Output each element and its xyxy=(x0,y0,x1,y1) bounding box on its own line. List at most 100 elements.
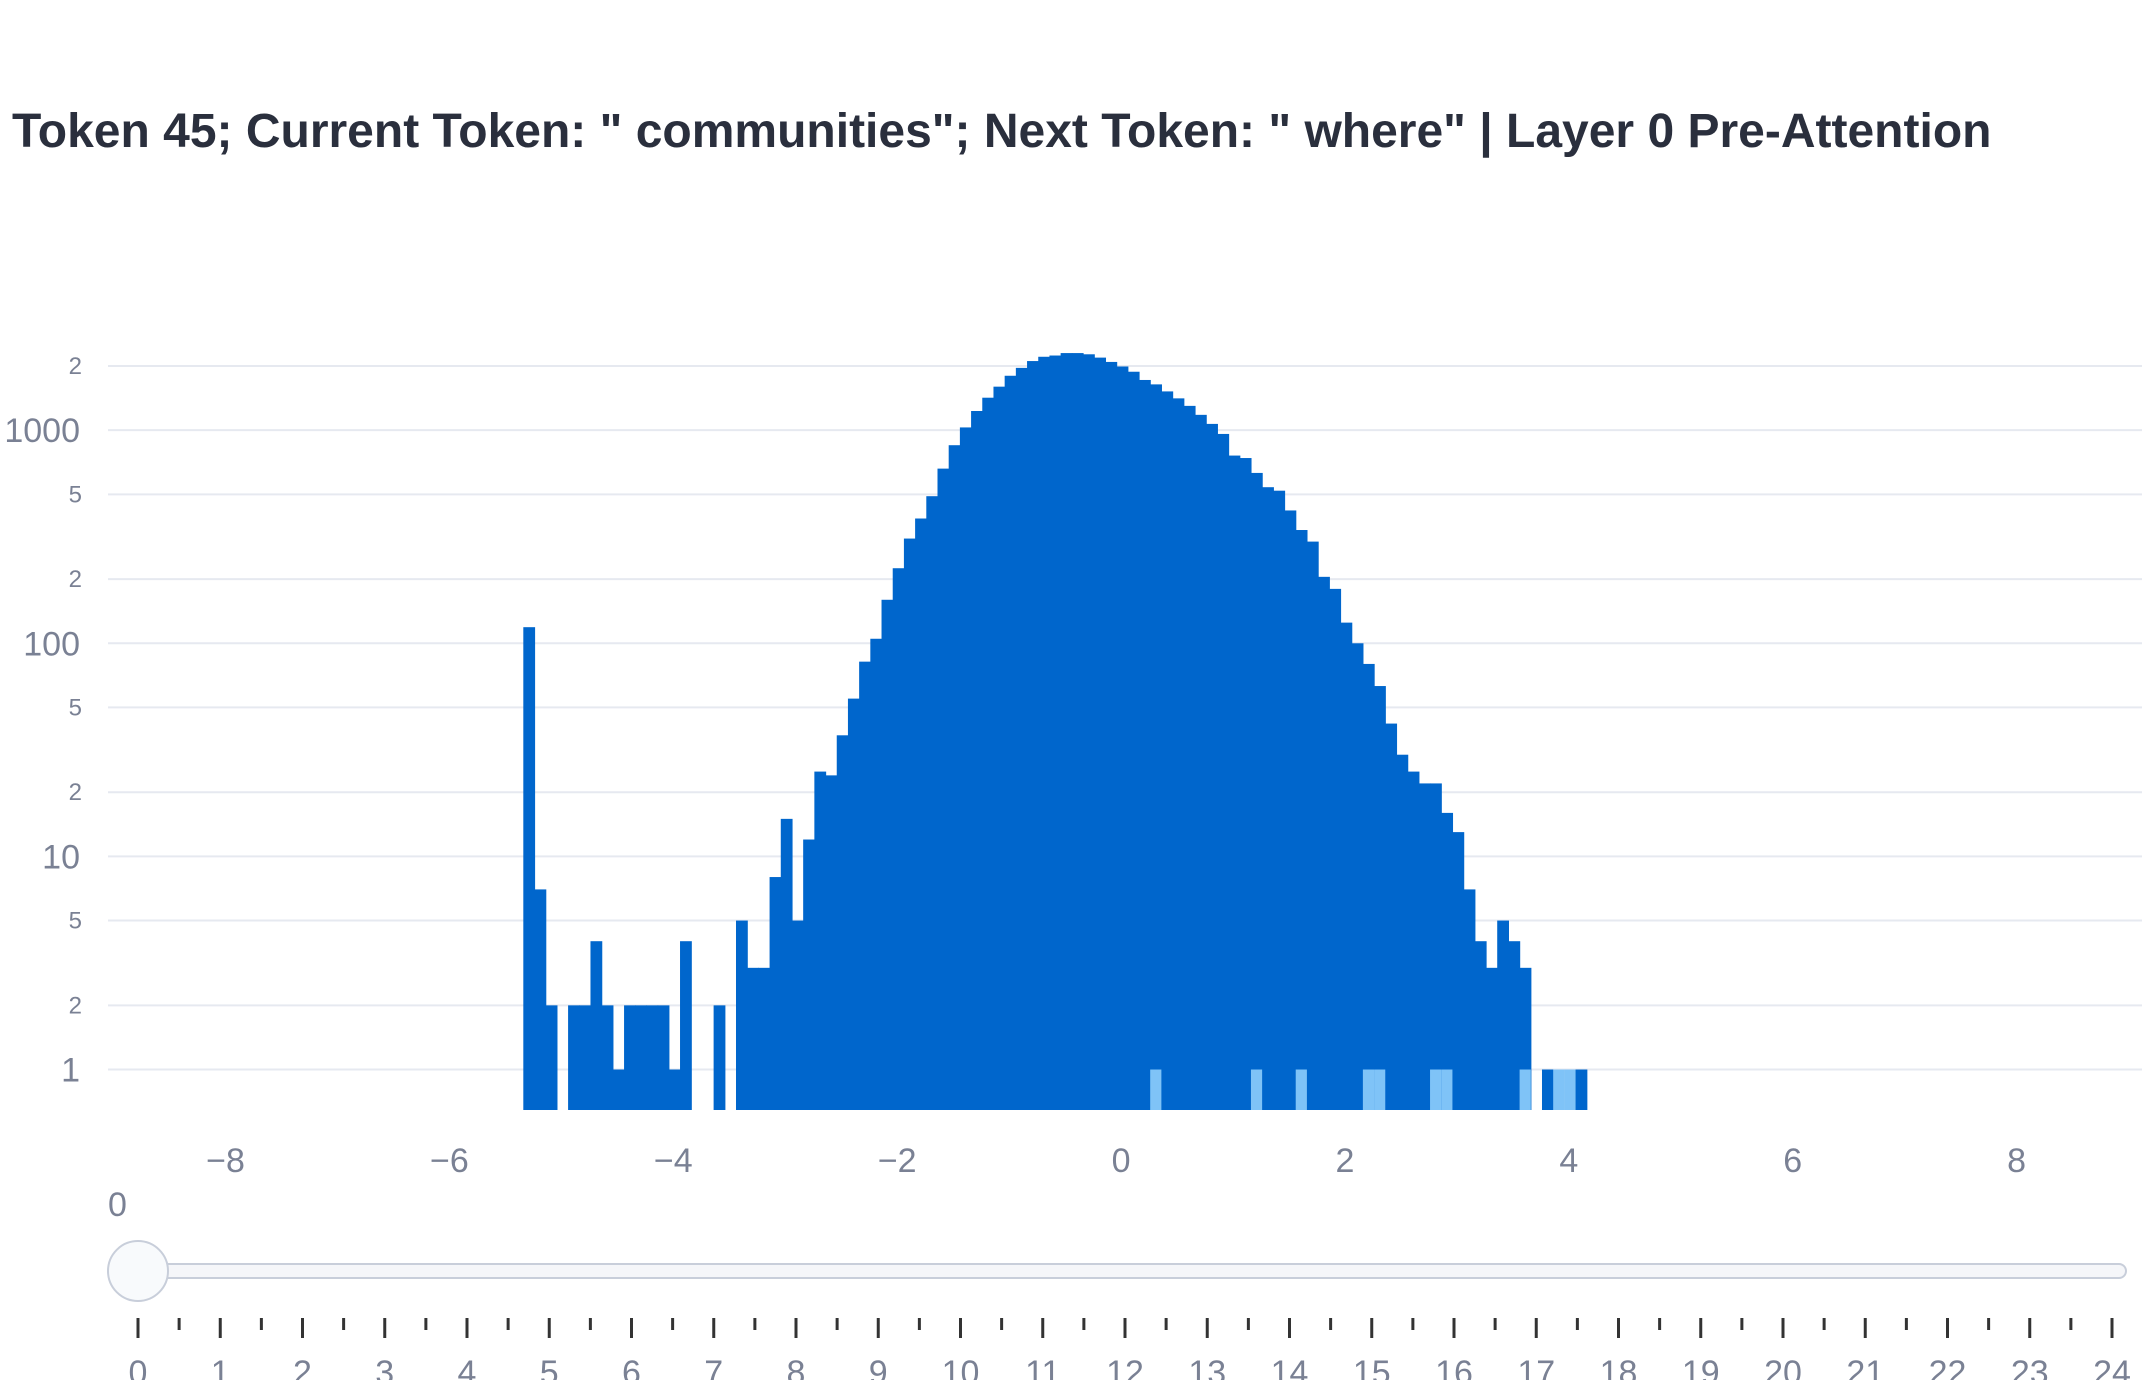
slider-label-5: 5 xyxy=(540,1354,559,1380)
layer-slider[interactable]: 0 0 1 2 3 4 5 6 7 8 9 10 11 12 13 14 15 16 17 18 19 20 21 22 23… xyxy=(107,1186,2131,1380)
histogram-bar-84 xyxy=(1463,889,1476,1110)
histogram-bar-56 xyxy=(1150,384,1162,1110)
y-tick-label-7: 2 xyxy=(69,566,82,593)
histogram-bar-40 xyxy=(971,411,983,1111)
chart-title: Token 45; Current Token: " communities";… xyxy=(12,105,1992,158)
histogram-bar-79 xyxy=(1407,771,1420,1110)
x-axis-ticks: −8 −6 −4 −2 0 2 4 6 8 xyxy=(206,1142,2026,1180)
histogram-bar-26 xyxy=(814,771,827,1110)
histogram-bar-33 xyxy=(892,568,905,1110)
histogram-bar-23 xyxy=(780,818,793,1110)
slider-label-18: 18 xyxy=(1600,1354,1638,1380)
histogram-bar-76 xyxy=(1374,686,1386,1110)
histogram-bar-62 xyxy=(1217,433,1230,1110)
highlight-bar-69 xyxy=(1295,1069,1307,1110)
histogram-bar-91 xyxy=(1541,1069,1554,1110)
x-tick-label-2: −4 xyxy=(654,1142,693,1180)
histogram-bar-4 xyxy=(568,1005,580,1110)
x-tick-label-1: −6 xyxy=(430,1142,469,1180)
histogram-bar-59 xyxy=(1183,405,1196,1110)
slider-label-22: 22 xyxy=(1929,1354,1967,1380)
histogram-bar-66 xyxy=(1262,487,1274,1110)
slider-label-24: 24 xyxy=(2093,1354,2131,1380)
histogram-bar-81 xyxy=(1430,783,1442,1110)
histogram-bar-29 xyxy=(847,698,860,1110)
histogram-bar-45 xyxy=(1027,361,1039,1110)
histogram-bar-6 xyxy=(590,941,603,1110)
histogram-bar-46 xyxy=(1038,356,1051,1110)
highlight-bar-76 xyxy=(1374,1069,1386,1110)
histogram-bar-49 xyxy=(1071,353,1084,1110)
histogram-bar-67 xyxy=(1273,490,1286,1110)
slider-label-2: 2 xyxy=(293,1354,312,1380)
histogram-bar-58 xyxy=(1172,398,1185,1110)
histogram-bar-28 xyxy=(836,735,849,1110)
histogram-bar-2 xyxy=(545,1005,558,1110)
slider-label-20: 20 xyxy=(1764,1354,1802,1380)
histogram-bar-35 xyxy=(915,518,927,1110)
slider-label-3: 3 xyxy=(375,1354,394,1380)
slider-label-4: 4 xyxy=(458,1354,477,1380)
slider-label-16: 16 xyxy=(1435,1354,1473,1380)
histogram-bar-10 xyxy=(635,1005,648,1110)
histogram-bars xyxy=(523,353,1588,1111)
slider-label-12: 12 xyxy=(1106,1354,1144,1380)
histogram-bar-12 xyxy=(657,1005,670,1110)
y-tick-label-3: 10 xyxy=(42,838,80,876)
histogram-bar-48 xyxy=(1060,353,1073,1110)
slider-label-1: 1 xyxy=(211,1354,230,1380)
histogram-bar-88 xyxy=(1508,941,1521,1110)
slider-handle[interactable] xyxy=(107,1240,169,1302)
x-tick-label-3: −2 xyxy=(878,1142,917,1180)
histogram-bar-83 xyxy=(1452,832,1465,1110)
x-tick-label-6: 4 xyxy=(1559,1142,1578,1180)
histogram-bar-57 xyxy=(1161,391,1174,1110)
histogram-bar-53 xyxy=(1116,366,1129,1110)
histogram-bar-78 xyxy=(1396,754,1409,1110)
slider-label-11: 11 xyxy=(1025,1354,1060,1380)
highlight-bar-56 xyxy=(1150,1069,1162,1110)
histogram-bar-60 xyxy=(1194,414,1207,1110)
histogram-bar-42 xyxy=(993,386,1006,1110)
slider-label-17: 17 xyxy=(1517,1354,1555,1380)
histogram-bar-34 xyxy=(903,538,916,1110)
slider-label-15: 15 xyxy=(1353,1354,1391,1380)
slider-label-23: 23 xyxy=(2011,1354,2049,1380)
x-tick-label-8: 8 xyxy=(2007,1142,2026,1180)
slider-label-13: 13 xyxy=(1188,1354,1226,1380)
slider-track[interactable] xyxy=(107,1263,2127,1279)
histogram-bar-72 xyxy=(1329,588,1342,1110)
histogram-bar-32 xyxy=(881,599,894,1110)
histogram-bar-25 xyxy=(803,839,815,1110)
histogram-bar-38 xyxy=(948,445,961,1110)
histogram-bar-52 xyxy=(1105,361,1118,1110)
highlight-bar-82 xyxy=(1441,1069,1453,1110)
slider-current-value: 0 xyxy=(108,1186,127,1224)
y-tick-label-9: 1000 xyxy=(4,412,80,450)
histogram-bar-11 xyxy=(646,1005,659,1110)
slider-label-8: 8 xyxy=(787,1354,806,1380)
histogram-bar-86 xyxy=(1486,967,1498,1110)
histogram-bar-73 xyxy=(1340,622,1353,1110)
histogram-bar-75 xyxy=(1362,663,1375,1110)
slider-label-0: 0 xyxy=(129,1354,148,1380)
x-tick-label-5: 2 xyxy=(1336,1142,1355,1180)
highlight-bar-75 xyxy=(1362,1069,1375,1110)
histogram-bar-37 xyxy=(937,468,950,1110)
slider-ticks: 0 1 2 3 4 5 6 7 8 9 10 11 12 13 14 15 16 17 18 19 20 21 22 23 24 xyxy=(129,1318,2131,1380)
histogram-bar-68 xyxy=(1284,510,1297,1110)
histogram-bar-61 xyxy=(1206,423,1218,1110)
histogram-bar-41 xyxy=(982,397,995,1110)
y-axis-ticks: 1 2 5 10 2 5 100 2 5 1000 2 xyxy=(4,353,82,1089)
highlight-bar-89 xyxy=(1519,1069,1531,1110)
slider-label-10: 10 xyxy=(942,1354,980,1380)
highlight-bar-93 xyxy=(1564,1069,1576,1110)
x-tick-label-4: 0 xyxy=(1112,1142,1131,1180)
slider-label-19: 19 xyxy=(1682,1354,1720,1380)
histogram-bar-39 xyxy=(959,427,972,1111)
histogram-bar-14 xyxy=(680,941,692,1110)
y-tick-label-6: 100 xyxy=(23,625,80,663)
histogram-bar-87 xyxy=(1497,920,1510,1110)
histogram-bar-20 xyxy=(747,967,759,1110)
histogram-bar-13 xyxy=(668,1069,681,1110)
